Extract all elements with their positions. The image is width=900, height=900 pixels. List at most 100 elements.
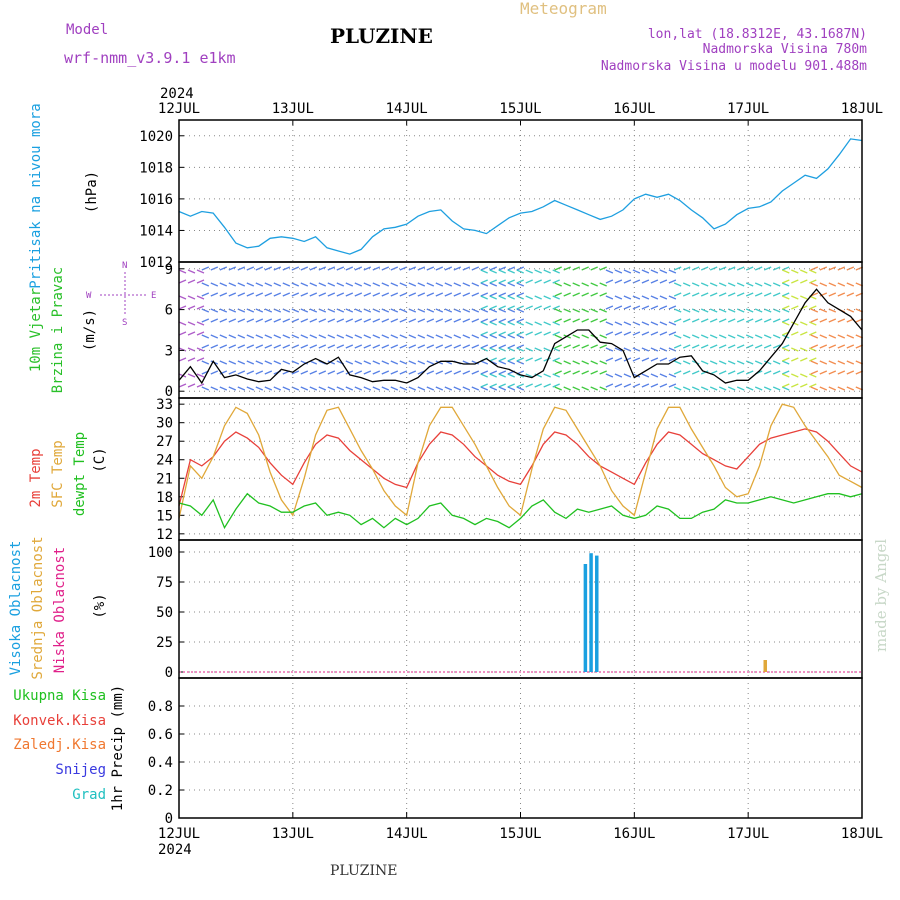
wind-arrow-row (673, 370, 790, 375)
wind-arrow-row (554, 318, 607, 323)
bottom-x-label: 13JUL (272, 826, 314, 842)
wind-arrow-row (554, 370, 607, 375)
wind-arrow-row (480, 269, 560, 274)
clouds-ytick-label: 75 (156, 575, 173, 591)
cloud-bar (595, 555, 599, 672)
clouds-ytick-label: 25 (156, 635, 173, 651)
dewpt-ylabel: dewpt Temp (72, 432, 88, 516)
wind-arrow-row (178, 321, 205, 326)
pressure-grid (179, 120, 862, 263)
pressure-ytick-label: 1012 (139, 255, 173, 271)
top-x-label: 13JUL (272, 101, 314, 117)
wind-arrow-row (605, 279, 677, 284)
wind-arrow-row (178, 279, 205, 284)
compass-west: W (86, 291, 92, 301)
station-title: PLUZINE (330, 24, 433, 48)
legend-grad: Grad (72, 787, 106, 803)
wind-arrow-row (178, 305, 205, 310)
lonlat-text: lon,lat (18.8312E, 43.1687N) (648, 27, 867, 42)
wind-arrow-row (554, 282, 607, 287)
wind-grid (179, 262, 862, 398)
wind-arrow-row (201, 266, 525, 271)
wind-arrow-row (480, 347, 560, 352)
clouds-ytick-label: 50 (156, 605, 173, 621)
wind-arrow-row (810, 334, 864, 339)
wind-ytick-label: 6 (165, 303, 173, 319)
wind-arrow-row (673, 308, 790, 313)
wind-arrow-row (782, 321, 817, 326)
wind-arrow-row (201, 292, 525, 297)
cloud-unit: (%) (92, 593, 108, 618)
bottom-year-label: 2024 (158, 842, 192, 858)
wind-arrow-row (673, 292, 790, 297)
wind-arrow-row (605, 305, 677, 310)
precip-panel: 0 0.2 0.4 0.6 0.8 (148, 677, 863, 827)
sfc-temp-line (178, 403, 863, 519)
wind-arrow-row (782, 269, 817, 274)
temp-axis-labels: 2m Temp SFC Temp dewpt Temp (C) (28, 432, 108, 516)
precip-ytick-label: 0 (165, 811, 173, 827)
wind-arrow-row (605, 269, 677, 274)
precip-ytick-label: 0.6 (148, 727, 173, 743)
legend-konvek-kisa: Konvek.Kisa (13, 713, 106, 729)
cloud-bar (589, 553, 593, 672)
wind-arrow-row (178, 331, 205, 336)
top-x-label: 18JUL (841, 101, 883, 117)
pressure-panel: 1012 1014 1016 1018 1020 (139, 119, 863, 271)
wind-arrow-row (201, 282, 525, 287)
precip-ytick-label: 0.4 (148, 755, 173, 771)
cloud-bar (763, 660, 767, 672)
wind-arrow-row (201, 308, 525, 313)
clouds-grid (179, 540, 862, 678)
wind-arrow-row (673, 334, 790, 339)
wind-arrow-row (782, 347, 817, 352)
temperature-ytick-label: 27 (156, 434, 173, 450)
precip-grid (179, 678, 862, 819)
temp2m-ylabel: 2m Temp (28, 448, 44, 507)
bottom-x-label: 17JUL (727, 826, 769, 842)
bottom-x-label: 15JUL (499, 826, 541, 842)
bottom-x-label: 16JUL (613, 826, 655, 842)
temperature-ytick-label: 24 (156, 453, 173, 469)
credit-text: made by Angel (872, 539, 890, 652)
compass-north: N (122, 261, 127, 271)
elevation-text: Nadmorska Visina 780m (703, 42, 868, 57)
bottom-x-label: 14JUL (386, 826, 428, 842)
wind-arrow-row (782, 279, 817, 284)
model-elevation-text: Nadmorska Visina u modelu 901.488m (601, 59, 867, 74)
temperature-ytick-label: 18 (156, 490, 173, 506)
wind-ytick-label: 0 (165, 384, 173, 400)
mid-cloud-ylabel: Srednja Oblacnost (30, 536, 46, 679)
wind-arrow-row (554, 266, 607, 271)
wind-arrow-row (673, 282, 790, 287)
model-name: wrf-nmm_v3.9.1 e1km (64, 49, 236, 67)
pressure-line (178, 138, 863, 255)
temperature-ytick-label: 12 (156, 527, 173, 543)
top-x-label: 17JUL (727, 101, 769, 117)
clouds-ytick-label: 100 (148, 545, 173, 561)
wind-arrow-row (605, 295, 677, 300)
temperature-ytick-label: 33 (156, 397, 173, 413)
wind-arrow-row (554, 292, 607, 297)
temperature-grid (179, 398, 862, 540)
wind-arrow-row (782, 295, 817, 300)
top-x-label: 12JUL (158, 101, 200, 117)
temperature-panel: 12 15 18 21 24 27 30 33 (156, 397, 863, 543)
compass-east: E (151, 291, 156, 301)
wind-arrow-row (554, 308, 607, 313)
legend-ukupna-kisa: Ukupna Kisa (13, 688, 106, 704)
cloud-bar (583, 564, 588, 672)
clouds-panel: 0 25 50 75 100 (148, 539, 863, 681)
precip-axis-labels: Ukupna Kisa Konvek.Kisa Zaledj.Kisa Snij… (13, 685, 126, 811)
wind-arrow-row (178, 357, 205, 362)
wind-arrow-row (605, 321, 677, 326)
top-x-label: 14JUL (386, 101, 428, 117)
wind-arrow-row (673, 266, 790, 271)
legend-zaledj-kisa: Zaledj.Kisa (13, 737, 106, 753)
wind-arrow-row (782, 373, 817, 378)
meteogram-label: Meteogram (520, 0, 607, 18)
dewpt-temp-line (178, 492, 863, 530)
wind-arrow-row (201, 344, 525, 349)
wind-arrow-row (480, 331, 560, 336)
